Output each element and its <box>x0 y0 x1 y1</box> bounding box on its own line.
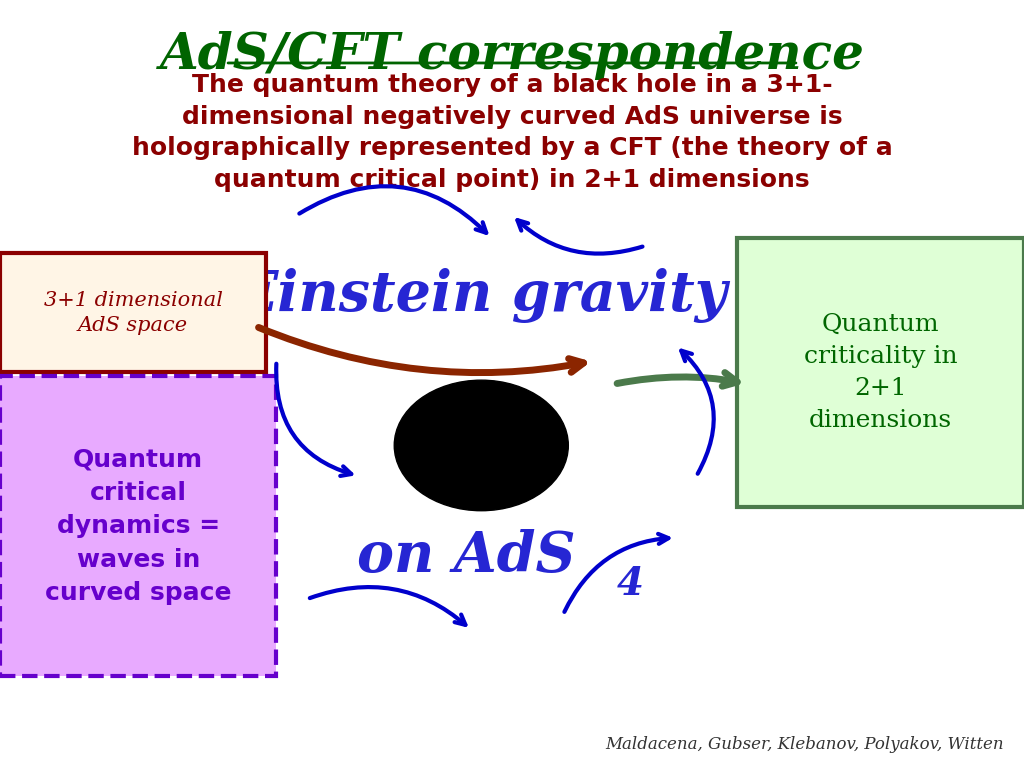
Text: The quantum theory of a black hole in a 3+1-
dimensional negatively curved AdS u: The quantum theory of a black hole in a … <box>132 73 892 192</box>
Text: Einstein gravity: Einstein gravity <box>236 268 727 323</box>
FancyArrowPatch shape <box>276 364 351 476</box>
Text: 4: 4 <box>616 564 643 603</box>
FancyBboxPatch shape <box>0 253 266 372</box>
Text: Maldacena, Gubser, Klebanov, Polyakov, Witten: Maldacena, Gubser, Klebanov, Polyakov, W… <box>605 736 1004 753</box>
Text: AdS/CFT correspondence: AdS/CFT correspondence <box>160 31 864 80</box>
Text: 3+1 dimensional
AdS space: 3+1 dimensional AdS space <box>44 290 222 335</box>
FancyArrowPatch shape <box>564 534 669 612</box>
Text: on AdS: on AdS <box>356 529 575 584</box>
Circle shape <box>394 380 568 511</box>
FancyBboxPatch shape <box>0 376 276 676</box>
Text: Quantum
criticality in
2+1
dimensions: Quantum criticality in 2+1 dimensions <box>804 313 957 432</box>
FancyArrowPatch shape <box>681 351 714 474</box>
FancyArrowPatch shape <box>310 587 466 625</box>
FancyArrowPatch shape <box>259 327 584 372</box>
FancyArrowPatch shape <box>617 372 737 386</box>
FancyArrowPatch shape <box>517 220 642 253</box>
FancyBboxPatch shape <box>737 238 1024 507</box>
FancyArrowPatch shape <box>299 186 486 233</box>
Text: Quantum
critical
dynamics =
waves in
curved space: Quantum critical dynamics = waves in cur… <box>45 447 231 605</box>
